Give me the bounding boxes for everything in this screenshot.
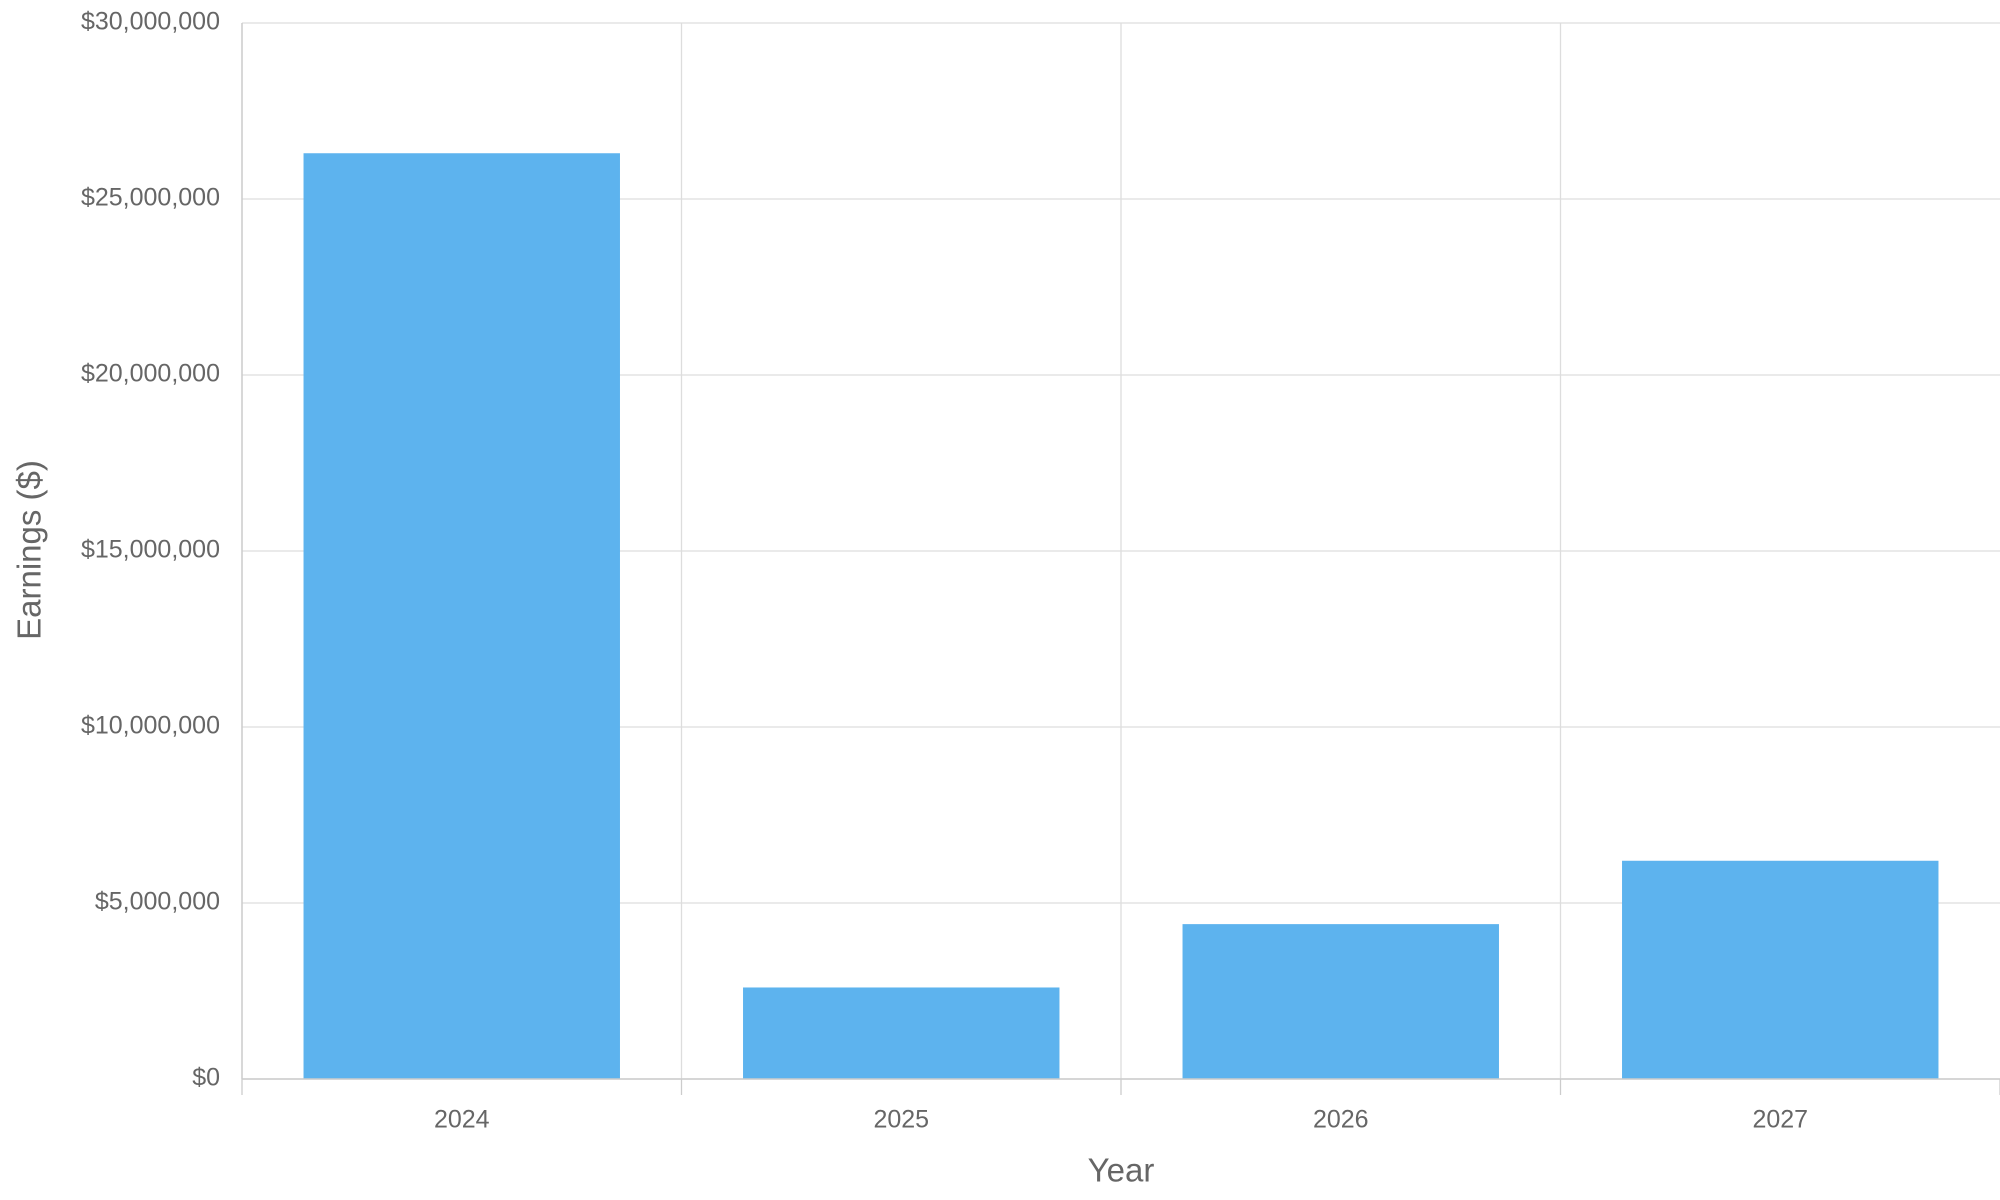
y-tick-label: $0	[192, 1064, 220, 1092]
y-tick-label: $15,000,000	[81, 536, 220, 564]
x-tick-label: 2024	[434, 1106, 490, 1134]
bar	[1182, 924, 1499, 1079]
x-tick-label: 2027	[1752, 1106, 1808, 1134]
bar	[303, 153, 620, 1080]
x-axis-title: Year	[1088, 1152, 1155, 1189]
bar	[1622, 860, 1939, 1079]
y-tick-label: $30,000,000	[81, 8, 220, 36]
y-tick-label: $10,000,000	[81, 712, 220, 740]
x-tick-label: 2025	[873, 1106, 929, 1134]
x-tick-label: 2026	[1313, 1106, 1369, 1134]
y-tick-label: $25,000,000	[81, 184, 220, 212]
y-tick-label: $20,000,000	[81, 360, 220, 388]
bar	[743, 987, 1060, 1079]
y-axis-title: Earnings ($)	[11, 460, 48, 640]
y-tick-label: $5,000,000	[95, 888, 220, 916]
